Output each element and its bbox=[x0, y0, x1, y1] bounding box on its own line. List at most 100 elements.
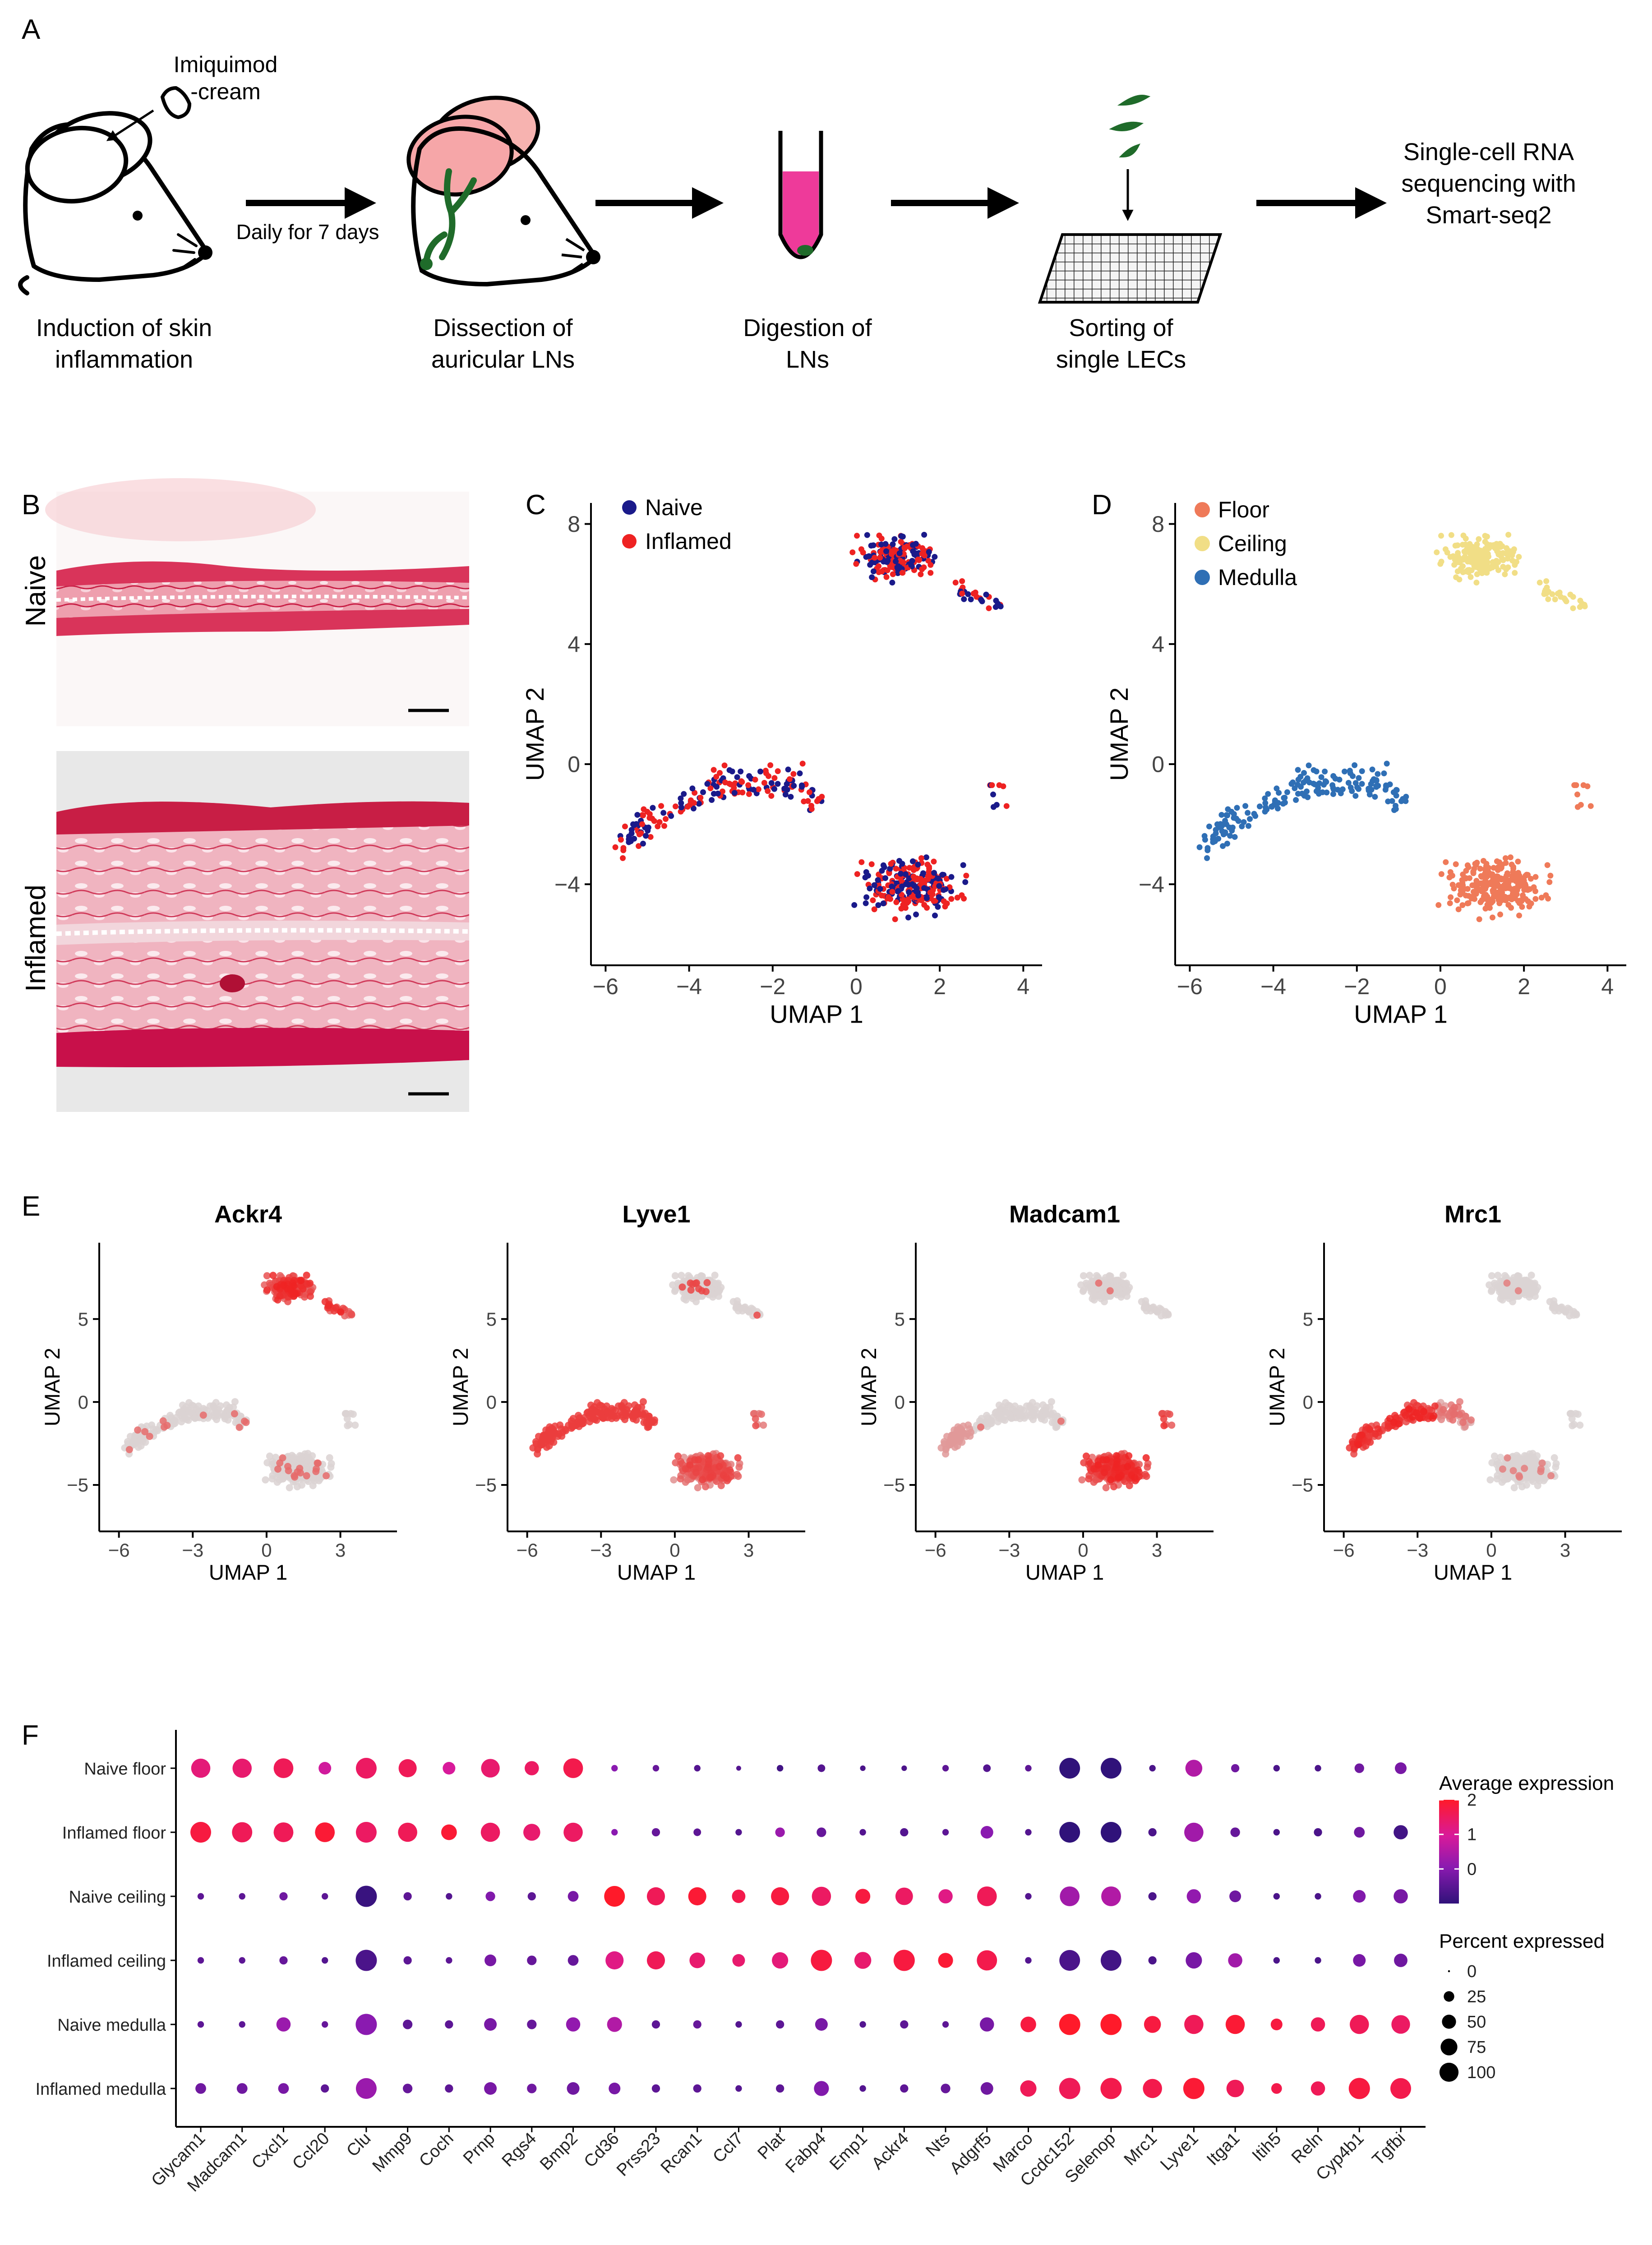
cell-point bbox=[1523, 1481, 1530, 1489]
cell-point bbox=[1451, 562, 1458, 568]
cell-point bbox=[678, 800, 684, 806]
cell-point bbox=[1038, 1412, 1046, 1420]
cell-point bbox=[1574, 791, 1580, 798]
dot-rcan1 bbox=[689, 1952, 706, 1968]
cell-point bbox=[891, 536, 898, 542]
cell-point bbox=[699, 1476, 706, 1484]
cell-point bbox=[1483, 861, 1490, 867]
cell-point bbox=[1464, 900, 1471, 907]
cell-point bbox=[303, 1272, 310, 1279]
cell-point bbox=[1196, 844, 1203, 850]
dot-bmp2 bbox=[568, 1955, 579, 1966]
cell-point bbox=[863, 869, 869, 875]
cell-point bbox=[1504, 1475, 1511, 1483]
cell-point bbox=[1523, 871, 1530, 878]
gene-label: Coch bbox=[415, 2129, 457, 2171]
dot-nts bbox=[942, 1765, 949, 1772]
legend-key bbox=[622, 500, 637, 515]
cell-point bbox=[1486, 545, 1492, 551]
dot-clu bbox=[355, 1758, 377, 1779]
color-bar bbox=[1439, 1800, 1459, 1904]
cell-point bbox=[1460, 563, 1466, 569]
cell-point bbox=[190, 1402, 198, 1410]
dot-rcan1 bbox=[693, 2084, 701, 2093]
cell-point bbox=[1375, 771, 1381, 777]
cell-point bbox=[639, 1398, 647, 1406]
cell-point bbox=[700, 789, 706, 795]
dot-nts bbox=[941, 2084, 951, 2093]
cell-point bbox=[771, 786, 778, 792]
cell-point bbox=[1101, 1298, 1108, 1305]
cell-point bbox=[694, 1484, 701, 1492]
cell-point bbox=[882, 875, 888, 881]
cell-point bbox=[1429, 1414, 1436, 1422]
dot-coch bbox=[445, 2084, 453, 2093]
cell-point bbox=[864, 532, 870, 538]
cell-point bbox=[1521, 1286, 1528, 1293]
cell-point bbox=[1438, 533, 1444, 539]
cell-point bbox=[932, 553, 938, 560]
cell-point bbox=[1530, 1281, 1538, 1289]
cell-point bbox=[1006, 1402, 1014, 1410]
cell-point bbox=[1532, 896, 1539, 902]
cell-point bbox=[1431, 1402, 1439, 1410]
cell-point bbox=[1276, 790, 1282, 796]
cell-point bbox=[172, 1414, 180, 1421]
workflow-step-line: Single-cell RNA bbox=[1403, 138, 1574, 166]
cell-point bbox=[534, 1450, 541, 1458]
cell-point bbox=[898, 539, 904, 545]
size-legend-dot bbox=[1444, 1991, 1454, 2002]
cell-point bbox=[1082, 1452, 1090, 1460]
cell-point bbox=[280, 1282, 287, 1289]
cell-point bbox=[1450, 1404, 1458, 1411]
dot-ackr4 bbox=[901, 1765, 907, 1771]
workflow-step-label: Induction of skin inflammation bbox=[36, 314, 212, 373]
dot-mmp9 bbox=[398, 1759, 417, 1778]
cell-point bbox=[266, 1452, 273, 1460]
y-axis-title: UMAP 2 bbox=[40, 1348, 64, 1426]
cell-point bbox=[1359, 768, 1365, 774]
cell-point bbox=[1497, 540, 1503, 547]
cell-point bbox=[539, 1436, 546, 1444]
dot-mmp9 bbox=[403, 1956, 412, 1965]
cell-point bbox=[1503, 1279, 1511, 1287]
cell-point bbox=[1444, 549, 1450, 556]
y-tick-label: 0 bbox=[486, 1392, 497, 1413]
cell-point bbox=[1318, 774, 1324, 780]
cell-point bbox=[1114, 1474, 1122, 1481]
gene-label: Tgfbi bbox=[1369, 2129, 1409, 2169]
cell-point bbox=[936, 883, 942, 889]
cell-point bbox=[1467, 574, 1474, 580]
cell-point bbox=[1509, 1467, 1517, 1475]
cell-point bbox=[960, 1422, 967, 1430]
cell-point bbox=[870, 542, 877, 549]
cell-point bbox=[1350, 1450, 1358, 1458]
dot-ccdc152 bbox=[1059, 1758, 1080, 1779]
cell-point bbox=[1500, 892, 1506, 899]
cell-point bbox=[272, 1453, 280, 1461]
cell-point bbox=[623, 1406, 631, 1414]
workflow-step-line: Induction of skin bbox=[36, 314, 212, 341]
cell-point bbox=[681, 1291, 689, 1299]
cell-point bbox=[649, 816, 655, 822]
cell-point bbox=[620, 1399, 628, 1406]
x-axis-title: UMAP 1 bbox=[1354, 1000, 1447, 1028]
cell-point bbox=[348, 1311, 355, 1318]
cell-point bbox=[768, 780, 775, 786]
cell-point bbox=[717, 1452, 724, 1460]
cell-point bbox=[1463, 892, 1469, 899]
cell-point bbox=[697, 794, 704, 801]
color-legend-title: Average expression bbox=[1439, 1772, 1614, 1794]
dot-reln bbox=[1314, 1828, 1322, 1837]
x-tick-label: 3 bbox=[1560, 1540, 1570, 1561]
cell-point bbox=[1143, 1472, 1150, 1480]
cell-point bbox=[296, 1465, 304, 1472]
cell-point bbox=[905, 898, 912, 904]
cell-point bbox=[1352, 780, 1359, 786]
cell-point bbox=[263, 1459, 271, 1466]
dot-coch bbox=[446, 1957, 452, 1964]
cell-point bbox=[212, 1399, 220, 1406]
dot-tgfbi bbox=[1390, 2078, 1411, 2099]
gene-label: Lyve1 bbox=[1157, 2129, 1202, 2174]
cell-point bbox=[713, 774, 720, 780]
